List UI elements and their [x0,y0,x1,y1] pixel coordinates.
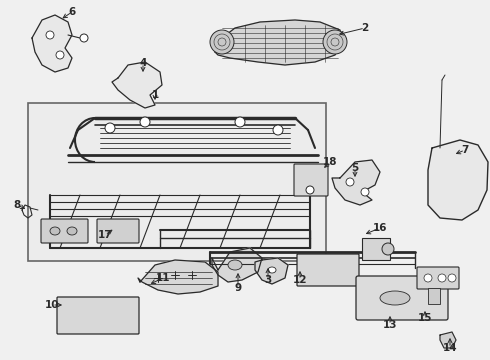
Text: 16: 16 [373,223,387,233]
Ellipse shape [50,227,60,235]
Text: 13: 13 [383,320,397,330]
Text: 11: 11 [156,273,170,283]
Text: 14: 14 [442,343,457,353]
Ellipse shape [228,260,242,270]
Text: 15: 15 [418,313,432,323]
Circle shape [424,274,432,282]
Text: 18: 18 [323,157,337,167]
Polygon shape [138,260,218,294]
Text: 1: 1 [151,90,159,100]
Polygon shape [332,160,380,205]
Bar [362,238,390,260]
Circle shape [438,274,446,282]
FancyBboxPatch shape [97,219,139,243]
Text: 8: 8 [13,200,21,210]
Ellipse shape [67,227,77,235]
Polygon shape [112,62,162,108]
Circle shape [56,51,64,59]
Circle shape [448,274,456,282]
Circle shape [346,178,354,186]
Bar [28,103,326,261]
Circle shape [46,31,54,39]
Circle shape [273,125,283,135]
Circle shape [235,117,245,127]
Polygon shape [212,248,262,282]
Text: 3: 3 [265,275,271,285]
Circle shape [306,186,314,194]
Bar [428,288,440,304]
Text: 17: 17 [98,230,112,240]
FancyBboxPatch shape [297,254,359,286]
Ellipse shape [323,30,347,54]
Polygon shape [215,20,342,65]
FancyBboxPatch shape [356,276,448,320]
FancyBboxPatch shape [417,267,459,289]
Ellipse shape [210,30,234,54]
FancyBboxPatch shape [294,164,328,196]
Ellipse shape [382,243,394,255]
Text: 4: 4 [139,58,147,68]
Circle shape [80,34,88,42]
FancyBboxPatch shape [41,219,88,243]
Circle shape [361,188,369,196]
Text: 5: 5 [351,163,359,173]
Circle shape [140,117,150,127]
Ellipse shape [380,291,410,305]
Ellipse shape [268,267,276,273]
Text: 12: 12 [293,275,307,285]
Text: 9: 9 [234,283,242,293]
FancyBboxPatch shape [57,297,139,334]
Polygon shape [255,258,288,284]
Polygon shape [32,15,72,72]
Text: 7: 7 [461,145,469,155]
Text: 10: 10 [45,300,59,310]
Text: 6: 6 [69,7,75,17]
Text: 2: 2 [362,23,368,33]
Circle shape [105,123,115,133]
Polygon shape [428,140,488,220]
Polygon shape [440,332,456,348]
